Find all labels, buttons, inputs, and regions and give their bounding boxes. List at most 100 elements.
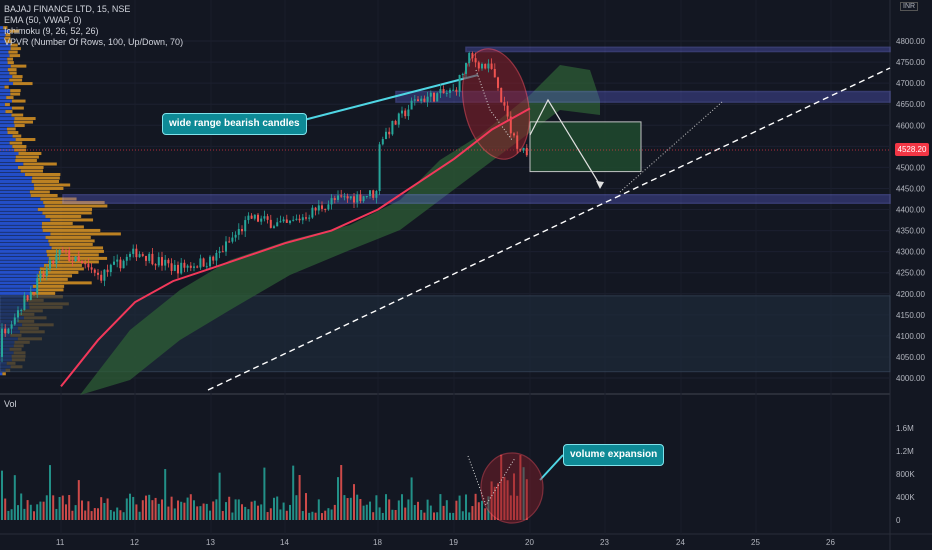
volume-bar	[314, 512, 317, 520]
vpvr-row-up	[0, 221, 43, 225]
volume-bar	[189, 494, 192, 520]
volume-bar	[244, 506, 247, 520]
volume-bar	[349, 497, 352, 520]
candle-body	[199, 258, 202, 268]
vpvr-row-up	[0, 145, 13, 149]
vpvr-label[interactable]: VPVR (Number Of Rows, 100, Up/Down, 70)	[4, 37, 184, 47]
candle-body	[113, 261, 115, 265]
vpvr-row-up	[0, 260, 49, 264]
candle-body	[404, 110, 407, 117]
candle-body	[385, 131, 387, 140]
volume-bar	[225, 502, 227, 520]
candle-body	[10, 324, 13, 329]
price-tick-label: 4350.00	[896, 227, 925, 236]
volume-bar	[292, 465, 295, 520]
volume-bar	[388, 499, 391, 520]
volume-bar	[237, 499, 240, 520]
candle-body	[49, 260, 51, 269]
candle-body	[417, 99, 419, 102]
candle-body	[388, 131, 391, 135]
candle-body	[170, 263, 173, 271]
vpvr-row-up	[0, 263, 45, 267]
candle-body	[215, 252, 218, 261]
price-tick-label: 4300.00	[896, 248, 925, 257]
volume-bar	[36, 504, 39, 520]
volume-bar	[273, 497, 275, 520]
volume-bar	[465, 494, 467, 520]
candle-body	[45, 268, 48, 276]
candle-body	[468, 53, 471, 64]
candle-body	[340, 195, 343, 197]
ichimoku-label[interactable]: Ichimoku (9, 26, 52, 26)	[4, 26, 99, 36]
candle-body	[103, 269, 106, 281]
candle-body	[423, 98, 426, 102]
volume-bar	[333, 504, 336, 520]
candle-body	[513, 133, 515, 136]
candle-body	[359, 194, 362, 202]
volume-bar	[375, 495, 378, 520]
volume-bar	[285, 510, 288, 520]
candle-body	[132, 248, 135, 254]
axes: 4000.00 4050.00 4100.00 4150.00 4200.00 4250.…	[56, 37, 925, 547]
volume-bar	[45, 495, 48, 520]
candle-body	[327, 204, 330, 210]
vpvr-row-up	[0, 29, 10, 33]
vpvr-row-up	[0, 148, 15, 152]
candle-body	[353, 196, 355, 203]
vpvr-row-up	[0, 169, 21, 173]
candle-body	[519, 148, 522, 151]
candle-body	[413, 99, 416, 101]
vpvr-row-down	[40, 197, 77, 201]
vpvr-row-up	[0, 267, 40, 271]
candle-body	[349, 196, 352, 199]
volume-bar	[445, 500, 448, 520]
candle-body	[365, 195, 368, 197]
price-tick-label: 4400.00	[896, 206, 925, 215]
vpvr-row-down	[44, 263, 82, 267]
vpvr-row-down	[3, 26, 8, 30]
vpvr-row-up	[0, 249, 47, 253]
ema-label[interactable]: EMA (50, VWAP, 0)	[4, 15, 82, 25]
candle-body	[33, 292, 35, 294]
vpvr-row-down	[33, 183, 71, 187]
volume-bar	[145, 495, 147, 520]
volume-bar	[193, 500, 195, 520]
candle-body	[266, 216, 269, 220]
volume-bar	[423, 512, 426, 520]
bearish-callout[interactable]: wide range bearish candles	[162, 113, 307, 135]
time-tick-label: 14	[280, 538, 289, 547]
volume-bar	[509, 495, 512, 520]
projection-arrow	[529, 98, 601, 186]
vpvr-row-up	[0, 43, 11, 47]
volume-bar	[87, 501, 90, 520]
volume-tick-label: 0	[896, 516, 901, 525]
candle-body	[36, 278, 39, 294]
vpvr-row-down	[30, 193, 58, 197]
vpvr-row-down	[48, 260, 99, 264]
volume-bar	[177, 500, 179, 520]
volume-bar	[401, 494, 403, 520]
candle-body	[330, 198, 333, 205]
volume-bar	[484, 508, 487, 520]
volume-callout[interactable]: volume expansion	[563, 444, 665, 466]
volume-bar	[109, 509, 112, 520]
volume-bar	[74, 505, 77, 520]
volume-bar	[461, 511, 464, 520]
volume-bar	[324, 510, 327, 520]
volume-bar	[407, 499, 410, 520]
volume-bar	[234, 499, 237, 520]
vpvr-row-down	[12, 75, 23, 79]
vpvr-row-up	[0, 207, 38, 211]
candle-body	[234, 234, 237, 238]
vpvr-row-up	[0, 225, 42, 229]
volume-bar	[263, 467, 266, 520]
candle-body	[445, 92, 448, 94]
candle-body	[61, 249, 64, 251]
vpvr-row-down	[37, 274, 73, 278]
vpvr-row-down	[32, 176, 60, 180]
volume-bar	[221, 511, 224, 520]
candle-body	[250, 215, 253, 219]
symbol-label[interactable]: BAJAJ FINANCE LTD, 15, NSE	[4, 4, 131, 14]
vpvr-row-up	[0, 288, 38, 292]
